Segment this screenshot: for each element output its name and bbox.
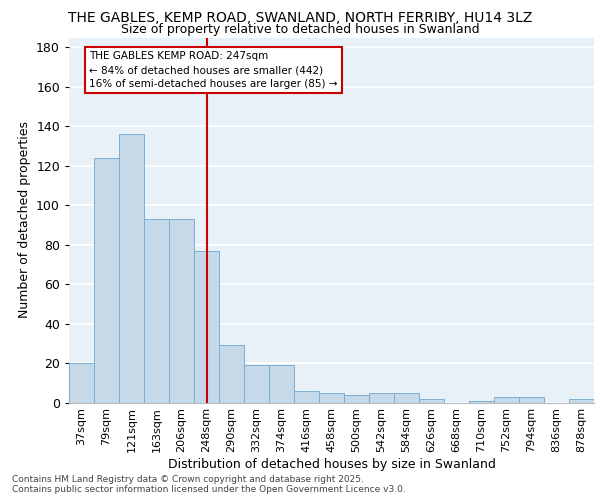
X-axis label: Distribution of detached houses by size in Swanland: Distribution of detached houses by size … [167,458,496,471]
Text: Contains public sector information licensed under the Open Government Licence v3: Contains public sector information licen… [12,485,406,494]
Text: Size of property relative to detached houses in Swanland: Size of property relative to detached ho… [121,22,479,36]
Bar [69,363,94,403]
Bar [94,158,119,402]
Y-axis label: Number of detached properties: Number of detached properties [17,122,31,318]
Bar [244,365,269,403]
Bar [144,219,169,402]
Bar [219,346,244,403]
Bar [319,392,344,402]
Bar [469,400,494,402]
Bar [494,396,519,402]
Text: THE GABLES, KEMP ROAD, SWANLAND, NORTH FERRIBY, HU14 3LZ: THE GABLES, KEMP ROAD, SWANLAND, NORTH F… [68,11,532,25]
Bar [169,219,194,402]
Bar [569,398,594,402]
Bar [369,392,394,402]
Bar [194,250,219,402]
Bar [119,134,144,402]
Bar [419,398,444,402]
Bar [519,396,544,402]
Bar [294,390,319,402]
Text: Contains HM Land Registry data © Crown copyright and database right 2025.: Contains HM Land Registry data © Crown c… [12,475,364,484]
Bar [394,392,419,402]
Bar [344,394,369,402]
Text: THE GABLES KEMP ROAD: 247sqm
← 84% of detached houses are smaller (442)
16% of s: THE GABLES KEMP ROAD: 247sqm ← 84% of de… [89,52,337,90]
Bar [269,365,294,403]
